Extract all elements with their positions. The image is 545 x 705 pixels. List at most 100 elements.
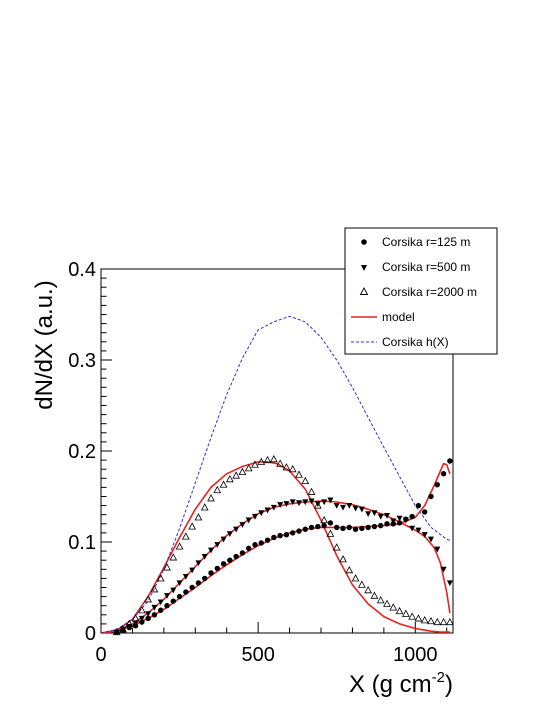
point-r500 [182,573,189,580]
legend-marker-triangle-open [359,287,369,295]
hx-curve [101,315,451,633]
point-r500 [270,504,277,511]
point-r2000 [232,471,241,479]
point-r125 [145,615,151,622]
point-r2000 [144,595,153,603]
point-r2000 [200,503,209,511]
point-r500 [358,506,365,513]
point-r2000 [445,617,454,626]
point-r125 [220,561,227,567]
point-r500 [440,566,447,573]
point-r500 [327,497,334,504]
point-r125 [428,493,434,500]
legend-label-model: model [382,310,415,324]
point-r500 [321,499,328,506]
legend-label-r2000: Corsika r=2000 m [382,285,477,299]
model-curve [101,461,450,633]
point-r2000 [313,501,322,509]
point-r125 [264,537,271,543]
point-r2000 [301,476,310,485]
point-r125 [195,580,202,586]
point-r125 [308,524,315,531]
point-r500 [283,501,290,507]
point-r2000 [427,616,435,625]
markers [112,454,454,636]
point-r2000 [150,585,159,593]
point-r500 [333,503,340,509]
point-r500 [346,503,353,509]
point-r125 [315,523,321,530]
point-r125 [183,589,189,595]
point-r500 [189,567,196,574]
y-tick-label: 0.4 [68,259,96,281]
point-r500 [157,599,164,606]
point-r500 [195,560,202,567]
point-r2000 [408,612,417,620]
point-r2000 [219,480,228,488]
point-r125 [158,607,164,613]
point-r500 [208,547,214,554]
y-tick-label: 0.2 [68,441,96,463]
point-r125 [277,532,283,539]
point-r125 [409,513,415,520]
x-tick-label: 500 [241,644,274,666]
point-r500 [377,513,384,520]
point-r2000 [156,574,165,582]
legend-label-r125: Corsika r=125 m [382,235,470,249]
point-r125 [296,528,302,534]
point-r125 [340,525,346,532]
point-r2000 [257,457,266,465]
point-r125 [321,522,327,529]
point-r2000 [269,454,278,463]
point-r125 [258,540,264,546]
point-r2000 [401,609,410,617]
point-r125 [422,509,428,515]
point-r125 [396,520,403,526]
y-tick-label: 0.3 [68,350,96,372]
point-r2000 [383,599,391,607]
point-r125 [214,565,220,572]
point-r125 [252,542,258,548]
point-r2000 [238,467,247,475]
point-r500 [233,526,240,533]
legend-label-r500: Corsika r=500 m [382,260,470,274]
point-r2000 [307,487,316,495]
point-r500 [302,499,309,506]
point-r2000 [288,464,297,473]
point-r2000 [112,627,121,636]
point-r500 [428,536,434,543]
x-tick-label: 1000 [393,644,438,666]
point-r500 [340,504,346,511]
point-r500 [126,624,133,630]
point-r125 [434,481,440,488]
point-r500 [402,517,409,524]
point-r2000 [131,614,140,622]
point-r500 [220,536,227,543]
point-r125 [440,471,447,477]
point-r2000 [251,460,259,468]
point-r500 [384,513,390,519]
point-r125 [365,524,371,531]
point-r125 [415,502,422,509]
legend-box [344,227,498,355]
point-r2000 [225,474,234,483]
point-r500 [170,587,177,594]
point-r2000 [345,565,354,574]
y-axis-title: dN/dX (a.u.) [31,280,58,409]
point-r125 [283,532,290,538]
point-r500 [352,505,359,512]
point-r125 [189,584,195,591]
point-r2000 [194,513,203,521]
point-r2000 [414,614,423,622]
point-r500 [145,611,152,618]
point-r2000 [175,542,184,550]
point-r500 [277,502,284,508]
point-r500 [409,525,416,532]
point-r2000 [376,595,385,604]
point-r125 [233,553,239,560]
point-r500 [226,531,233,538]
point-r2000 [137,605,146,614]
point-r2000 [364,585,373,594]
point-r2000 [332,543,341,551]
